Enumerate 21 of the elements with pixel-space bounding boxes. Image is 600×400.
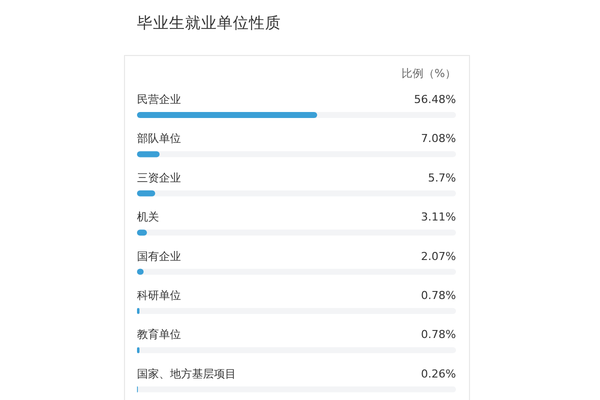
bar [137,190,156,196]
y-tick-label: 科研单位 [137,289,181,302]
data-label: 7.08% [421,132,456,146]
y-tick-label: 部队单位 [137,132,181,146]
x-axis-title: 比例（%） [402,67,456,80]
data-label: 5.7% [428,171,456,184]
y-tick-label: 三资企业 [137,171,181,184]
data-label: 56.48% [414,93,456,106]
data-label: 0.78% [421,289,456,302]
y-tick-label: 教育单位 [137,328,181,342]
chart-title: 毕业生就业单位性质 [137,14,281,32]
y-tick-label: 民营企业 [137,93,181,106]
data-label: 0.26% [421,367,456,380]
data-label: 2.07% [421,250,456,263]
y-tick-label: 机关 [137,210,159,224]
y-tick-label: 国家、地方基层项目 [137,367,236,380]
bar [137,112,318,118]
y-tick-label: 国有企业 [137,250,181,263]
bar [137,151,160,158]
data-label: 3.11% [421,210,456,224]
data-label: 0.78% [421,328,456,342]
